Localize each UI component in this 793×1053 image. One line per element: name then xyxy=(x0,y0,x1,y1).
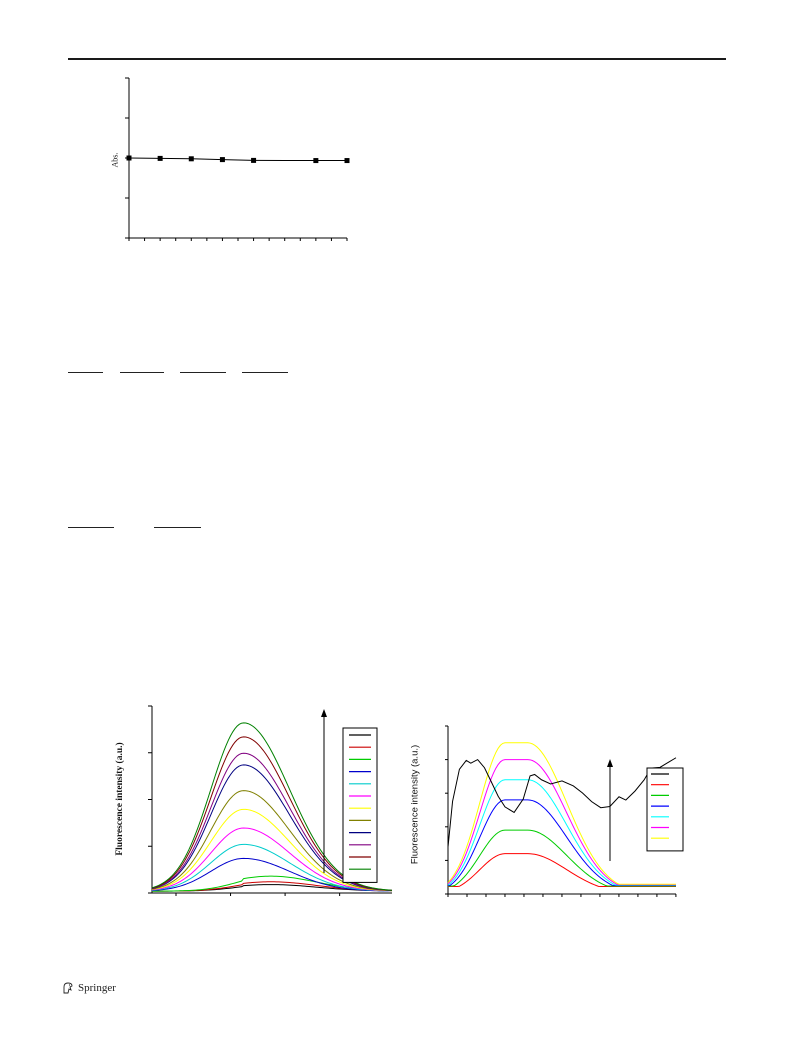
absorbance-chart-ylabel: Abs. xyxy=(110,152,120,168)
emission-series-line xyxy=(447,742,676,885)
fraction-bar xyxy=(154,527,201,528)
emission-series-line xyxy=(448,853,676,887)
emission-series-line xyxy=(151,764,393,891)
fraction-bar xyxy=(68,527,114,528)
emission-series-line xyxy=(447,759,676,886)
fraction-bar xyxy=(180,372,226,373)
data-point xyxy=(126,155,132,161)
fluorescence-chart-a xyxy=(148,705,393,896)
arrow-head-icon xyxy=(321,709,327,717)
fluorescence-chart-b-ylabel: Fluorescence intensity (a.u.) xyxy=(409,744,421,865)
header-rule xyxy=(68,58,726,60)
fraction-bar xyxy=(120,372,164,373)
absorbance-series-line xyxy=(128,157,347,162)
emission-series-line xyxy=(151,843,393,892)
fluorescence-chart-b xyxy=(445,725,684,897)
footer: Springer xyxy=(62,982,116,994)
data-point xyxy=(188,156,194,162)
emission-series-line xyxy=(151,827,393,892)
fraction-bar xyxy=(68,372,103,373)
publisher-name: Springer xyxy=(78,982,116,994)
data-point xyxy=(313,158,319,164)
data-point xyxy=(344,158,350,164)
arrow-head-icon xyxy=(607,759,613,767)
data-point xyxy=(219,157,225,163)
emission-series-line xyxy=(151,808,393,892)
absorption-series-line xyxy=(447,757,677,848)
emission-series-line xyxy=(448,829,676,887)
emission-series-line xyxy=(151,857,393,892)
absorbance-chart xyxy=(125,77,350,241)
fluorescence-chart-a-ylabel: Fluorescence intensity (a.u.) xyxy=(115,742,125,856)
springer-horse-icon xyxy=(63,982,73,994)
legend-box xyxy=(646,767,684,852)
fraction-bar xyxy=(242,372,288,373)
emission-series-line xyxy=(447,799,676,886)
data-point xyxy=(157,155,163,161)
emission-series-line xyxy=(151,790,393,892)
legend-box xyxy=(342,727,378,883)
data-point xyxy=(251,157,257,163)
